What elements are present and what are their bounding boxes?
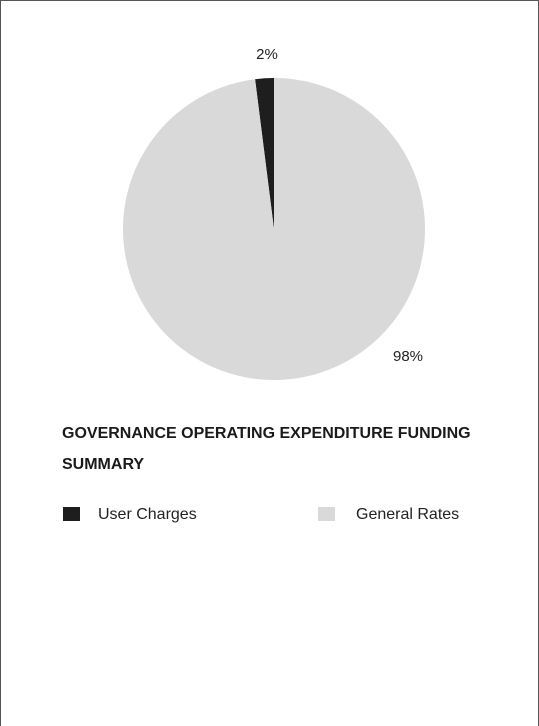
pie-slice: [123, 78, 426, 380]
legend-label: User Charges: [98, 506, 197, 523]
legend-label: General Rates: [356, 506, 459, 523]
chart-title: GOVERNANCE OPERATING EXPENDITURE FUNDING…: [62, 425, 471, 473]
pie-slice: [255, 78, 274, 229]
data-label: 98%: [393, 348, 423, 365]
legend-swatch: [318, 507, 335, 521]
legend-swatch: [63, 507, 80, 521]
data-label: 2%: [256, 46, 278, 63]
